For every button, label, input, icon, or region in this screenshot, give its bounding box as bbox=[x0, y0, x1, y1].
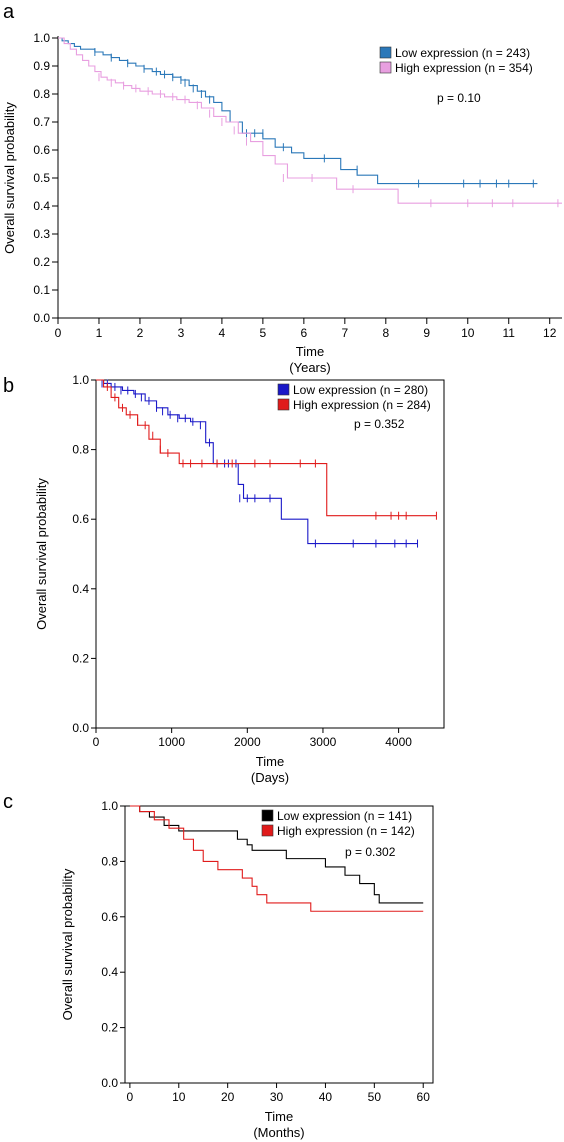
panel-letter: c bbox=[3, 791, 13, 813]
p-value-annotation: p = 0.352 bbox=[354, 417, 405, 431]
y-tick-label: 0.9 bbox=[33, 59, 50, 73]
y-tick-label: 0.8 bbox=[33, 87, 50, 101]
legend-label: Low expression (n = 243) bbox=[395, 46, 530, 60]
x-tick-label: 10 bbox=[172, 1090, 186, 1104]
y-tick-label: 0.8 bbox=[72, 443, 89, 457]
series-0 bbox=[58, 37, 538, 188]
legend: Low expression (n = 243)High expression … bbox=[379, 46, 533, 75]
x-tick-label: 9 bbox=[423, 326, 430, 340]
chart-panel-a: a0.00.10.20.30.40.50.60.70.80.91.00 1 2 3 4 5… bbox=[2, 1, 562, 375]
chart-panel-b: b 0.0 0.2 0.4 0.6 0.8 1.0 0 1000 2000 3000 4000 Time… bbox=[3, 373, 445, 785]
x-tick-label: 2000 bbox=[234, 735, 261, 749]
panel-letter: a bbox=[3, 1, 15, 23]
x-tick-label: 12 bbox=[543, 326, 557, 340]
y-tick-label: 0.2 bbox=[33, 255, 50, 269]
series-0 bbox=[129, 805, 424, 904]
y-tick-label: 1.0 bbox=[72, 373, 89, 387]
survival-curve bbox=[58, 37, 562, 204]
y-tick-label: 0.2 bbox=[72, 651, 89, 665]
y-axis-title: Overall survival probability bbox=[60, 868, 75, 1020]
y-tick-label: 0.8 bbox=[101, 854, 118, 868]
legend-swatch bbox=[261, 809, 274, 822]
x-tick-label: 2 bbox=[137, 326, 144, 340]
legend-label: High expression (n = 142) bbox=[277, 824, 415, 838]
x-axis-title: Time bbox=[296, 344, 324, 359]
x-tick-label: 1 bbox=[96, 326, 103, 340]
p-value-annotation: p = 0.10 bbox=[437, 91, 481, 105]
y-tick-label: 0.6 bbox=[101, 910, 118, 924]
x-tick-label: 7 bbox=[341, 326, 348, 340]
survival-curve bbox=[129, 805, 424, 904]
y-tick-label: 1.0 bbox=[33, 31, 50, 45]
y-axis-title: Overall survival probability bbox=[34, 478, 49, 630]
x-tick-label: 0 bbox=[127, 1090, 134, 1104]
x-tick-label: 10 bbox=[461, 326, 475, 340]
x-tick-label: 3000 bbox=[310, 735, 337, 749]
x-tick-label: 30 bbox=[270, 1090, 284, 1104]
series-1 bbox=[58, 37, 562, 208]
legend: Low expression (n = 141)High expression … bbox=[261, 809, 415, 838]
x-tick-label: 40 bbox=[319, 1090, 333, 1104]
x-tick-label: 3 bbox=[178, 326, 185, 340]
p-value-annotation: p = 0.302 bbox=[345, 845, 396, 859]
y-tick-label: 0.0 bbox=[72, 721, 89, 735]
y-tick-label: 0.2 bbox=[101, 1021, 118, 1035]
series-1 bbox=[129, 805, 424, 912]
plot-frame bbox=[95, 379, 445, 729]
legend-label: High expression (n = 284) bbox=[293, 398, 431, 412]
y-tick-label: 0.0 bbox=[33, 311, 50, 325]
x-tick-label: 8 bbox=[382, 326, 389, 340]
x-axis-title: Time bbox=[265, 1109, 293, 1124]
survival-curve bbox=[96, 379, 437, 517]
x-tick-label: 4 bbox=[219, 326, 226, 340]
x-tick-label: 6 bbox=[301, 326, 308, 340]
y-tick-label: 1.0 bbox=[101, 799, 118, 813]
y-tick-label: 0.6 bbox=[72, 512, 89, 526]
y-tick-label: 0.0 bbox=[101, 1076, 118, 1090]
legend-label: Low expression (n = 141) bbox=[277, 809, 412, 823]
legend-label: High expression (n = 354) bbox=[395, 61, 533, 75]
legend-swatch bbox=[277, 398, 290, 411]
y-tick-label: 0.5 bbox=[33, 171, 50, 185]
y-tick-label: 0.1 bbox=[33, 283, 50, 297]
y-tick-label: 0.4 bbox=[33, 199, 50, 213]
x-tick-label: 1000 bbox=[158, 735, 185, 749]
x-tick-label: 11 bbox=[502, 326, 515, 340]
legend: Low expression (n = 280)High expression … bbox=[277, 383, 431, 412]
x-tick-label: 50 bbox=[368, 1090, 382, 1104]
chart-panel-c: c 0.0 0.2 0.4 0.6 0.8 1.0 0 10 20 30 40 50 60 Time(Mon… bbox=[3, 791, 434, 1140]
survival-curve bbox=[129, 805, 424, 912]
series-1 bbox=[96, 379, 437, 520]
x-tick-label: 20 bbox=[221, 1090, 235, 1104]
x-axis-title: Time bbox=[256, 754, 284, 769]
y-tick-label: 0.4 bbox=[72, 582, 89, 596]
y-tick-label: 0.4 bbox=[101, 965, 118, 979]
legend-swatch bbox=[379, 61, 392, 74]
plot-frame bbox=[124, 805, 434, 1084]
y-tick-label: 0.6 bbox=[33, 143, 50, 157]
x-axis-unit: (Days) bbox=[251, 770, 289, 785]
x-tick-label: 60 bbox=[417, 1090, 431, 1104]
y-tick-label: 0.3 bbox=[33, 227, 50, 241]
panel-letter: b bbox=[3, 375, 14, 397]
y-tick-label: 0.7 bbox=[33, 115, 50, 129]
x-tick-label: 5 bbox=[260, 326, 267, 340]
x-tick-label: 4000 bbox=[385, 735, 412, 749]
x-tick-label: 0 bbox=[55, 326, 62, 340]
legend-swatch bbox=[261, 824, 274, 837]
x-tick-label: 0 bbox=[93, 735, 100, 749]
legend-swatch bbox=[277, 383, 290, 396]
y-axis-title: Overall survival probability bbox=[2, 102, 17, 254]
x-axis-unit: (Months) bbox=[253, 1125, 304, 1140]
x-axis-unit: (Years) bbox=[289, 360, 330, 375]
legend-swatch bbox=[379, 46, 392, 59]
legend-label: Low expression (n = 280) bbox=[293, 383, 428, 397]
